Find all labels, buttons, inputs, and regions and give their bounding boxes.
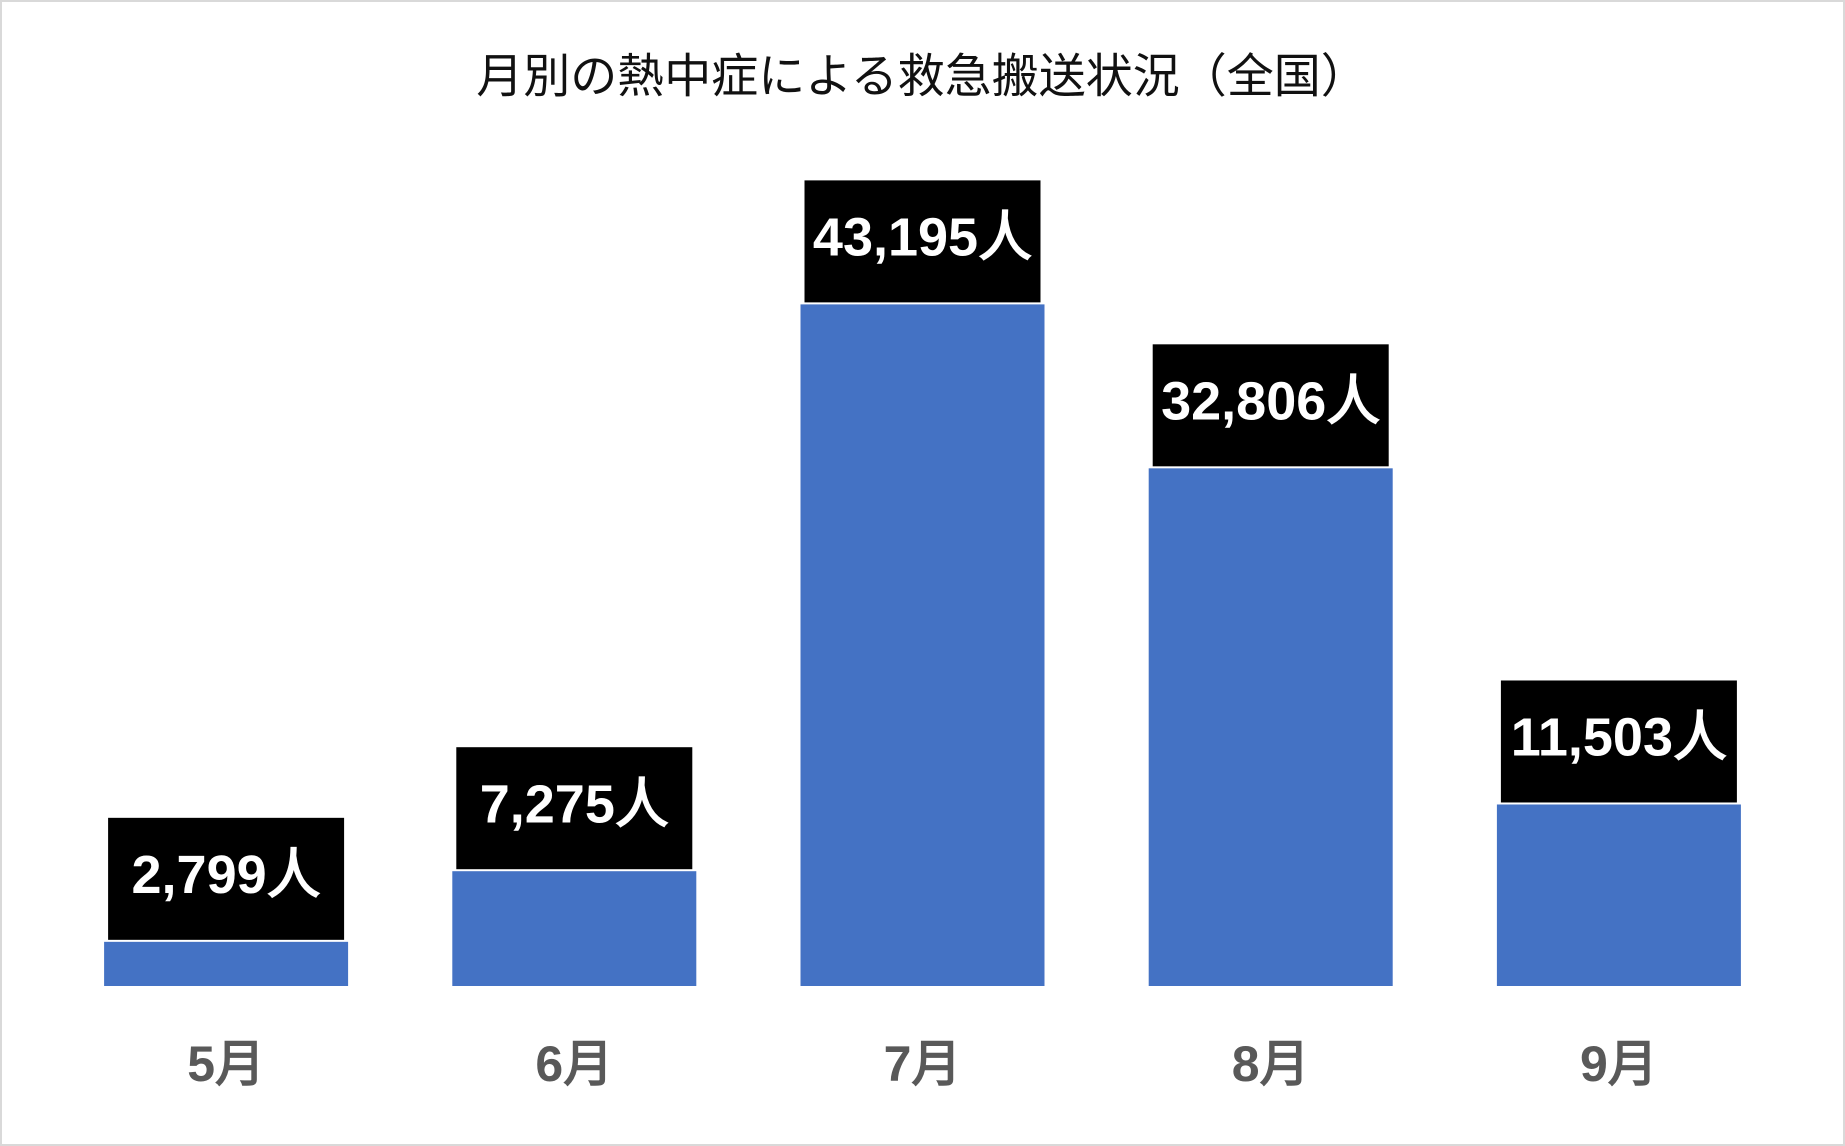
- bar: [1148, 468, 1393, 987]
- value-label-box: [108, 817, 345, 940]
- value-label: 2,799人: [132, 845, 321, 905]
- value-label: 43,195人: [813, 208, 1032, 268]
- value-label-box: [804, 180, 1041, 303]
- value-label: 11,503人: [1511, 708, 1727, 768]
- value-label: 32,806人: [1161, 372, 1380, 432]
- x-tick-label: 7月: [884, 1036, 962, 1092]
- x-tick-label: 8月: [1232, 1036, 1310, 1092]
- chart-title: 月別の熱中症による救急搬送状況（全国）: [476, 49, 1368, 102]
- value-label-box: [1152, 344, 1389, 467]
- bar: [1496, 804, 1741, 986]
- value-label-box: [456, 747, 693, 870]
- x-tick-label: 6月: [535, 1036, 613, 1092]
- bar: [800, 304, 1045, 986]
- x-tick-label: 5月: [187, 1036, 265, 1092]
- value-label: 7,275人: [480, 774, 669, 834]
- value-label-box: [1500, 680, 1737, 803]
- x-tick-label: 9月: [1580, 1036, 1658, 1092]
- bar: [104, 941, 349, 986]
- bar: [452, 871, 697, 986]
